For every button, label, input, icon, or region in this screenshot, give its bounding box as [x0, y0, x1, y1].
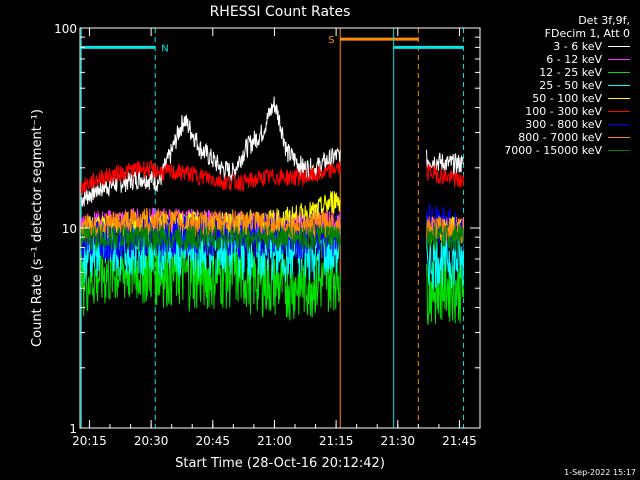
series-line-5-seg0 [80, 159, 341, 196]
x-tick-label-3: 21:00 [257, 434, 292, 448]
legend-label-2: 12 - 25 keV [539, 66, 602, 79]
legend-item-6: 300 - 800 keV [504, 118, 630, 131]
series-line-0-seg1 [426, 149, 465, 175]
legend-swatch-6 [608, 124, 630, 125]
y-tick-label-2: 100 [54, 22, 77, 36]
legend-decimation-line: FDecim 1, Att 0 [544, 27, 630, 40]
legend-swatch-7 [608, 137, 630, 138]
x-tick-label-4: 21:15 [319, 434, 354, 448]
legend-label-1: 6 - 12 keV [546, 53, 602, 66]
legend-item-1: 6 - 12 keV [504, 53, 630, 66]
legend-label-5: 100 - 300 keV [525, 105, 602, 118]
series-line-8-seg1 [426, 224, 465, 252]
legend-label-4: 50 - 100 keV [532, 92, 602, 105]
legend-label-8: 7000 - 15000 keV [504, 144, 602, 157]
legend-swatch-1 [608, 59, 630, 60]
legend-swatch-2 [608, 72, 630, 73]
legend-detector-line: Det 3f,9f, [578, 14, 630, 27]
legend-item-4: 50 - 100 keV [504, 92, 630, 105]
y-tick-label-0: 1 [69, 422, 77, 436]
x-tick-label-0: 20:15 [72, 434, 107, 448]
x-tick-label-6: 21:45 [442, 434, 477, 448]
legend-swatch-5 [608, 111, 630, 112]
series-line-8-seg0 [80, 223, 341, 252]
marker-1-label: S [328, 35, 334, 46]
series-line-7-seg0 [80, 208, 341, 241]
legend-label-6: 300 - 800 keV [525, 118, 602, 131]
legend: Det 3f,9f, FDecim 1, Att 0 3 - 6 keV 6 - … [504, 14, 630, 157]
timestamp: 1-Sep-2022 15:17 [564, 468, 636, 477]
legend-item-8: 7000 - 15000 keV [504, 144, 630, 157]
legend-label-0: 3 - 6 keV [553, 40, 602, 53]
y-axis-label: Count Rate (s⁻¹ detector segment⁻¹) [30, 109, 45, 347]
series-line-7-seg1 [426, 215, 465, 244]
legend-swatch-3 [608, 85, 630, 86]
series-line-2-seg0 [80, 242, 341, 321]
legend-swatch-4 [608, 98, 630, 99]
legend-item-5: 100 - 300 keV [504, 105, 630, 118]
series-line-5-seg1 [426, 164, 465, 188]
x-tick-label-5: 21:30 [380, 434, 415, 448]
y-tick-label-1: 10 [62, 222, 77, 236]
legend-swatch-8 [608, 150, 630, 151]
legend-swatch-0 [608, 46, 630, 47]
legend-label-7: 800 - 7000 keV [518, 131, 602, 144]
marker-0-label: N [161, 43, 168, 54]
x-tick-label-2: 20:45 [195, 434, 230, 448]
plot-area: N S 20:15 20:30 20:45 21:00 21:15 21:30 21:45 1 10… [54, 22, 481, 448]
legend-item-3: 25 - 50 keV [504, 79, 630, 92]
legend-items: 3 - 6 keV 6 - 12 keV 12 - 25 keV 25 - 50 ke… [504, 40, 630, 157]
x-axis-label: Start Time (28-Oct-16 20:12:42) [175, 456, 385, 471]
chart-title: RHESSI Count Rates [210, 4, 351, 20]
legend-label-3: 25 - 50 keV [539, 79, 602, 92]
legend-item-2: 12 - 25 keV [504, 66, 630, 79]
x-tick-label-1: 20:30 [134, 434, 169, 448]
series-line-0-seg0 [80, 96, 341, 207]
legend-item-7: 800 - 7000 keV [504, 131, 630, 144]
legend-item-0: 3 - 6 keV [504, 40, 630, 53]
